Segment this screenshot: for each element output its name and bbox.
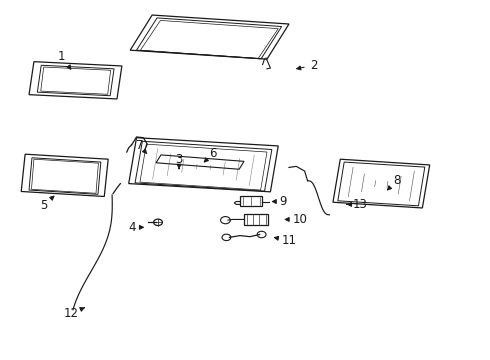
- Text: 13: 13: [347, 198, 368, 211]
- Text: 1: 1: [58, 50, 71, 69]
- Text: 4: 4: [128, 221, 144, 234]
- Text: 12: 12: [64, 307, 84, 320]
- Text: 8: 8: [388, 174, 400, 190]
- Text: 9: 9: [272, 195, 287, 208]
- Text: 6: 6: [204, 147, 217, 162]
- Text: 7: 7: [136, 139, 147, 153]
- Text: 10: 10: [285, 213, 307, 226]
- Text: 2: 2: [297, 59, 317, 72]
- Text: 11: 11: [274, 234, 296, 247]
- Text: 3: 3: [175, 153, 183, 168]
- Text: 5: 5: [40, 196, 54, 212]
